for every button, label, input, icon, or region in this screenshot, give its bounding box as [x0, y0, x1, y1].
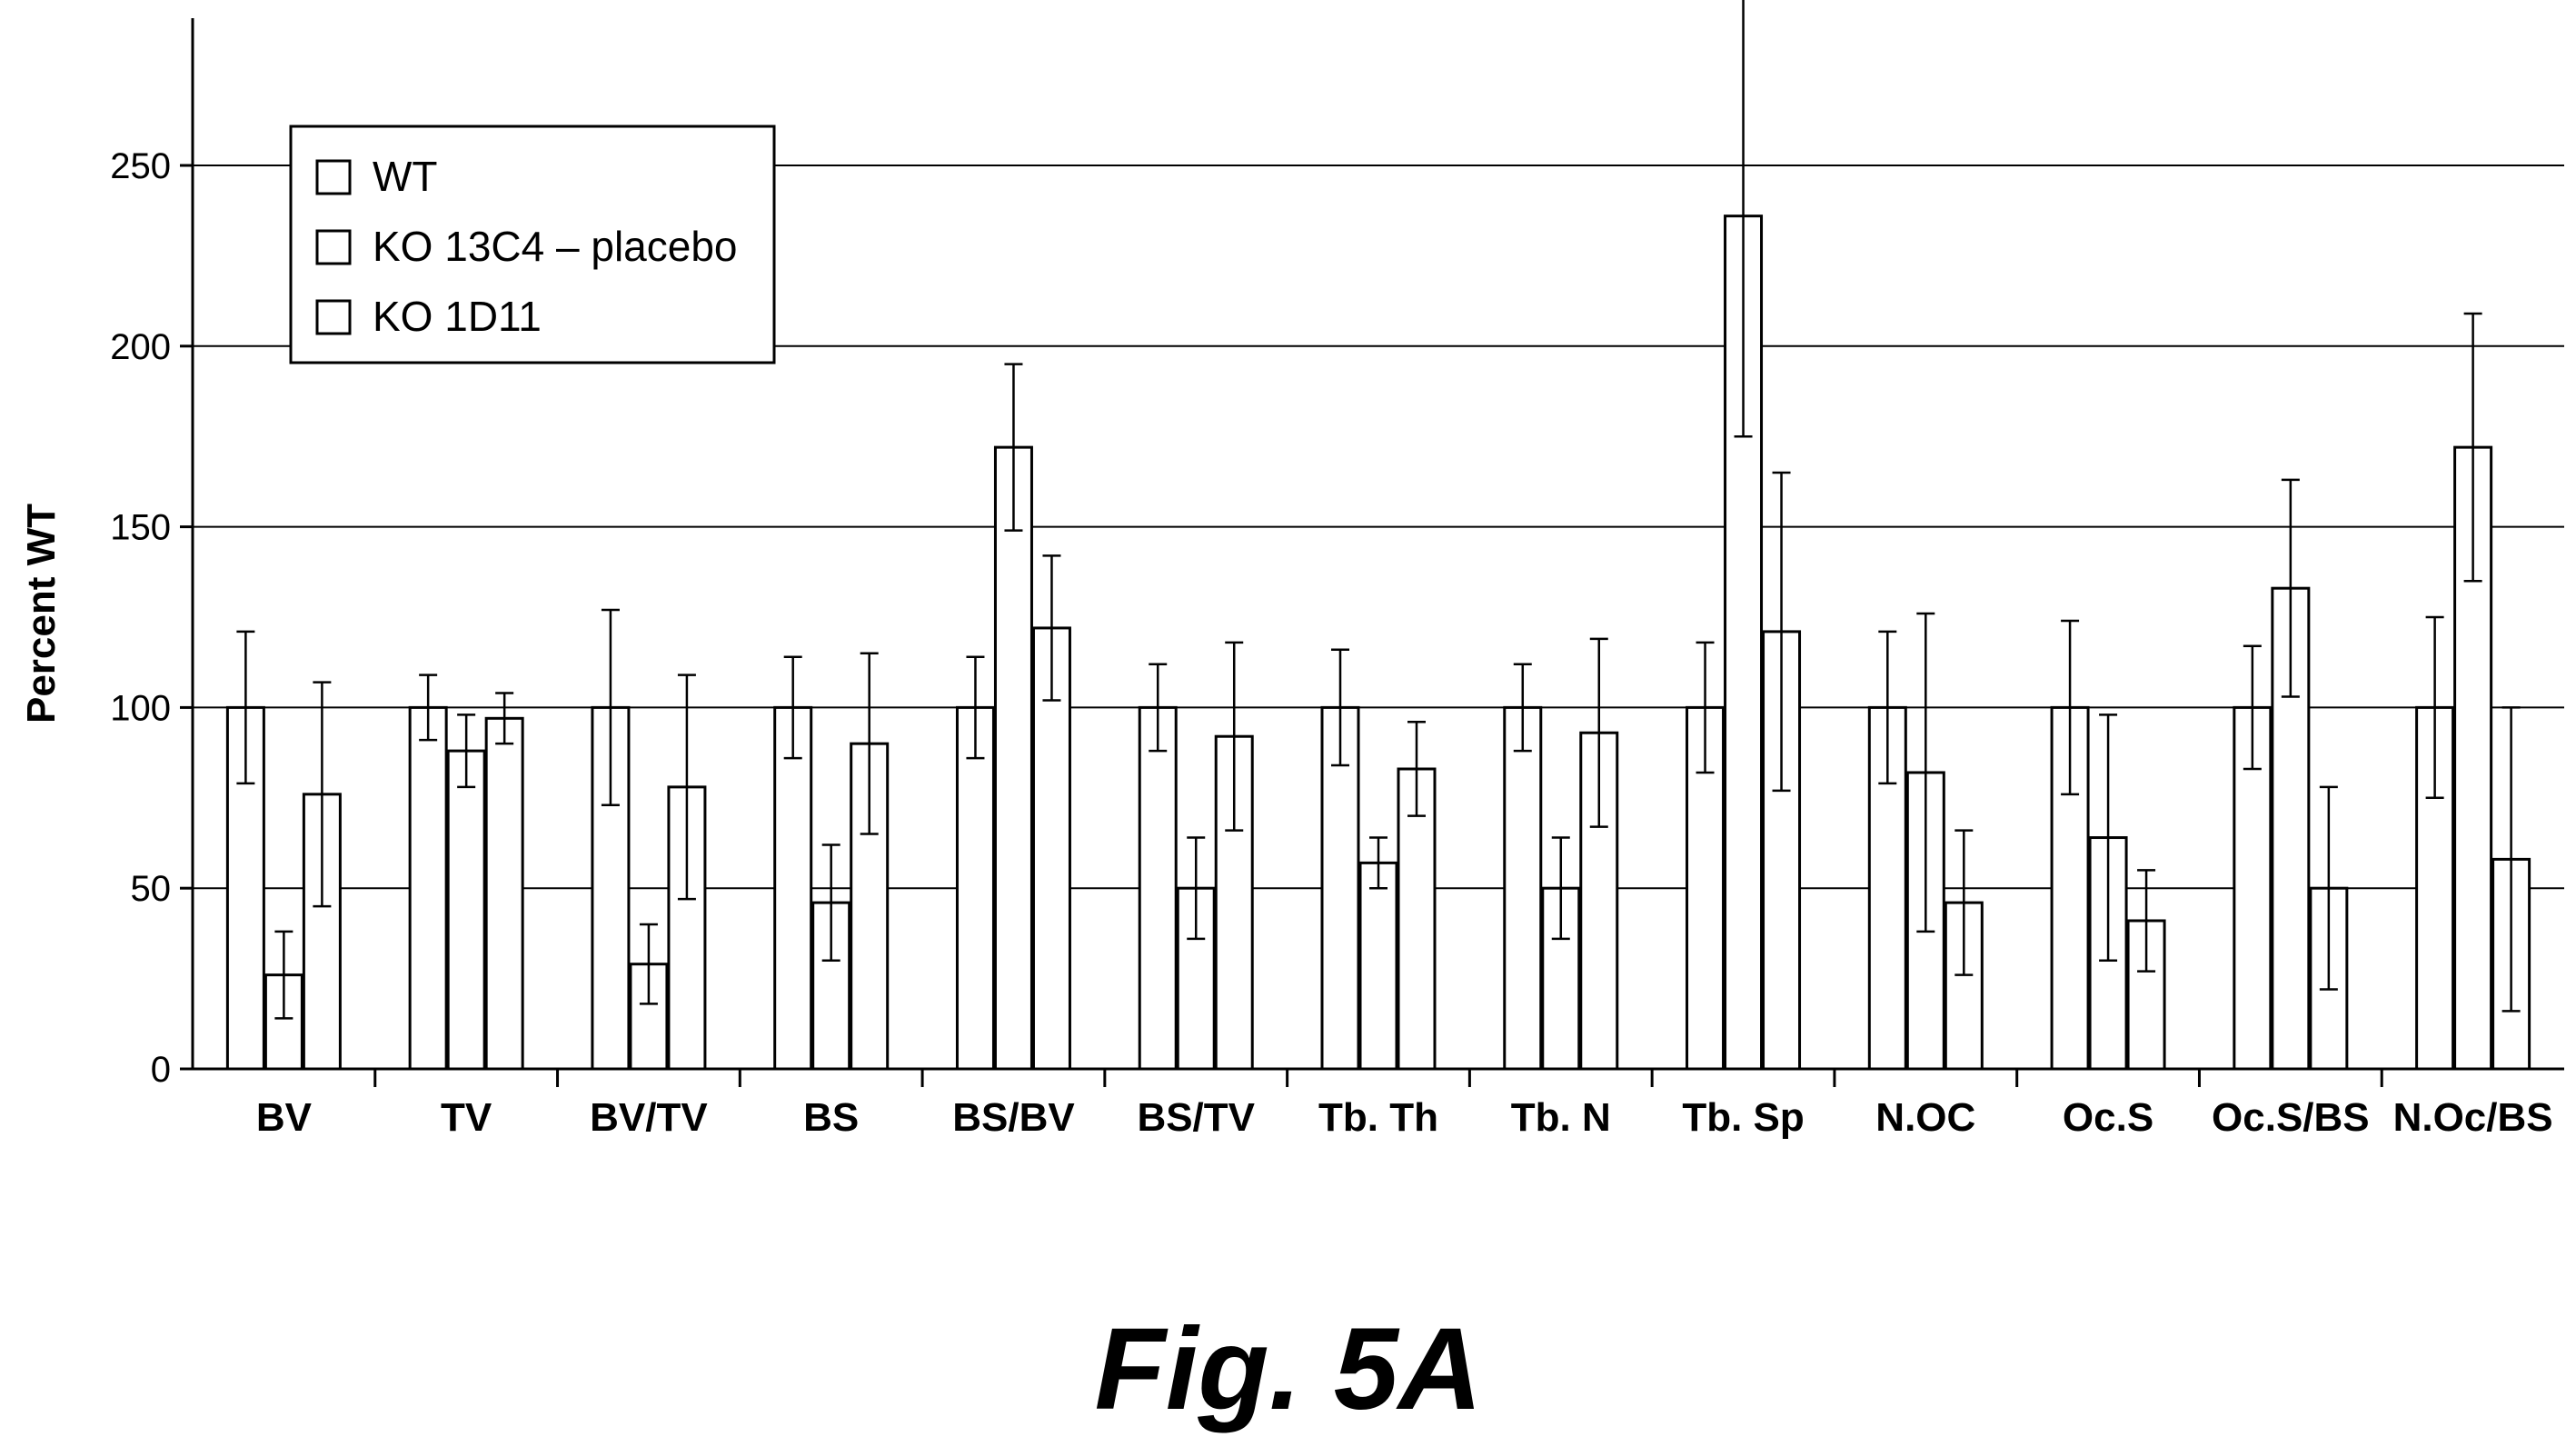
- legend-swatch-wt: [315, 159, 352, 195]
- legend-swatch-ko-13c4-placebo: [315, 229, 352, 265]
- y-tick-label: 250: [110, 146, 171, 186]
- bar: [1397, 767, 1437, 1071]
- legend: WT KO 13C4 – placebo KO 1D11: [289, 125, 776, 364]
- bar: [446, 749, 486, 1071]
- x-tick-label: Tb. Sp: [1682, 1095, 1804, 1140]
- bar: [955, 705, 995, 1071]
- legend-label-ko-1d11: KO 1D11: [373, 293, 542, 340]
- y-tick-label: 100: [110, 688, 171, 728]
- y-axis-label: Percent WT: [19, 504, 64, 724]
- bar: [1867, 705, 1907, 1071]
- x-tick-label: TV: [441, 1095, 492, 1140]
- x-tick-label: BS/TV: [1137, 1095, 1255, 1140]
- x-tick-label: Oc.S/BS: [2212, 1095, 2370, 1140]
- x-tick-label: Tb. Th: [1318, 1095, 1438, 1140]
- y-tick-label: 0: [151, 1050, 171, 1090]
- x-tick-label: Tb. N: [1511, 1095, 1611, 1140]
- legend-label-ko-13c4-placebo: KO 13C4 – placebo: [373, 223, 738, 270]
- x-tick-label: N.OC: [1875, 1095, 1975, 1140]
- legend-box: [289, 125, 776, 364]
- y-tick-label: 50: [131, 869, 172, 909]
- bar: [1503, 705, 1543, 1071]
- axis-labels: 0 50 100 150 200 250 BV TV BV/TV BS BS/BV BS/TV Tb. …: [110, 146, 2552, 1140]
- figure-caption: Fig. 5A: [1095, 1304, 1483, 1434]
- x-tick-label: BS/BV: [952, 1095, 1075, 1140]
- x-tick-label: BV: [256, 1095, 313, 1140]
- bar: [773, 705, 813, 1071]
- bar: [591, 705, 631, 1071]
- x-tick-label: BS: [803, 1095, 859, 1140]
- bar: [484, 716, 524, 1071]
- bar: [1358, 861, 1398, 1071]
- legend-label-wt: WT: [373, 153, 438, 200]
- bar: [408, 705, 448, 1071]
- y-tick-label: 150: [110, 508, 171, 548]
- legend-swatch-ko-1d11: [315, 299, 352, 335]
- x-tick-label: Oc.S: [2063, 1095, 2153, 1140]
- bar: [993, 445, 1033, 1071]
- y-tick-label: 200: [110, 327, 171, 367]
- x-tick-label: BV/TV: [590, 1095, 708, 1140]
- axes: [180, 18, 2564, 1087]
- x-tick-label: N.Oc/BS: [2393, 1095, 2553, 1140]
- bar: [1138, 705, 1178, 1071]
